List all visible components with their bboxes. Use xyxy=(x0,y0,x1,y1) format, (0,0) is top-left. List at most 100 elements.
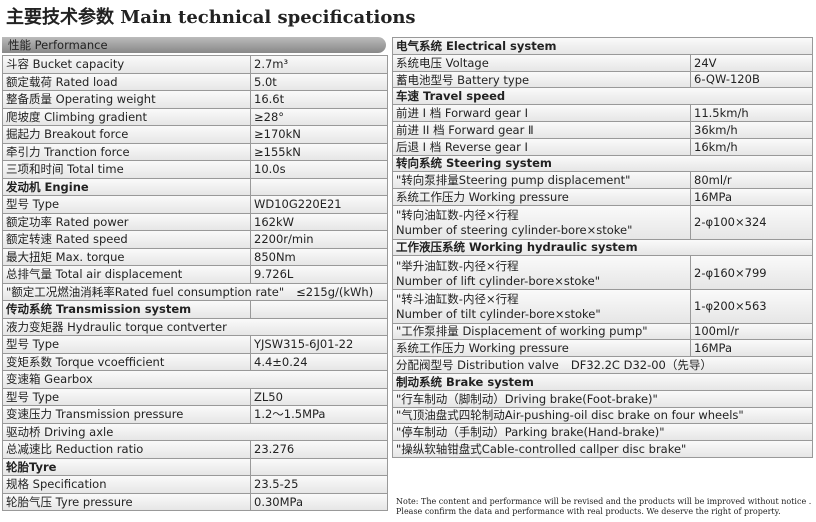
value-cell: 16MPa xyxy=(691,340,813,357)
label-cell: 型号 Type xyxy=(3,388,251,405)
table-row: "转向泵排量Steering pump displacement" 80ml/r xyxy=(393,172,813,190)
label-cell: 型号 Type xyxy=(3,196,251,213)
label-cell: 总排气量 Total air displacement xyxy=(3,266,251,283)
table-row: "转向油缸数-内径×行程 Number of steering cylinder-… xyxy=(393,205,813,240)
row-value: ≥28° xyxy=(254,109,285,124)
table-row: 三项和时间 Total time 10.0s xyxy=(3,161,388,179)
row-value: ZL50 xyxy=(254,389,283,404)
table-row: 前进 II 档 Forward gear Ⅱ 36km/h xyxy=(393,121,813,139)
label-cell: "转向油缸数-内径×行程 Number of steering cylinder-… xyxy=(393,205,691,239)
table-row: 牵引力 Tranction force ≥155kN xyxy=(3,143,388,161)
row-value: 16km/h xyxy=(694,139,738,154)
label-cell: 掘起力 Breakout force xyxy=(3,126,251,143)
row-value: 5.0t xyxy=(254,74,277,89)
full-cell: 分配阀型号 Distribution valve DF32.2C D32-00（先… xyxy=(393,357,813,373)
row-text: "操纵软轴钳盘式Cable-controlled callper disc br… xyxy=(396,442,687,457)
table-row: "行车制动（脚制动）Driving brake(Foot-brake)" xyxy=(393,390,813,408)
row-label: 轮胎气压 Tyre pressure xyxy=(6,494,133,509)
label-cell: 爬坡度 Climbing gradient xyxy=(3,108,251,125)
table-row: 型号 Type WD10G220E21 xyxy=(3,196,388,214)
table-row: 斗容 Bucket capacity 2.7m³ xyxy=(3,56,388,74)
row-label: Number of lift cylinder-bore×stoke" xyxy=(396,273,600,288)
value-cell: 16km/h xyxy=(691,138,813,155)
table-row: 系统电压 Voltage 24V xyxy=(393,54,813,72)
row-label: 整备质量 Operating weight xyxy=(6,92,156,107)
row-text: 变速箱 Gearbox xyxy=(6,372,93,387)
value-cell: ≥155kN xyxy=(251,143,388,160)
row-label: 系统工作压力 Working pressure xyxy=(396,341,569,356)
label-cell: "工作泵排量 Displacement of working pump" xyxy=(393,323,691,340)
table-row: 传动系统 Transmission system xyxy=(3,301,388,319)
row-text: "行车制动（脚制动）Driving brake(Foot-brake)" xyxy=(396,391,658,406)
value-cell: ≥28° xyxy=(251,108,388,125)
table-row: 后退 I 档 Reverse gear Ⅰ 16km/h xyxy=(393,138,813,156)
label-cell: 规格 Specification xyxy=(3,476,251,493)
value-cell: 162kW xyxy=(251,213,388,230)
section-heading: 转向系统 Steering system xyxy=(393,155,813,172)
label-cell: 前进 II 档 Forward gear Ⅱ xyxy=(393,121,691,138)
table-row: 发动机 Engine xyxy=(3,178,388,196)
table-row: "气顶油盘式四轮制动Air-pushing-oil disc brake on … xyxy=(393,407,813,425)
full-cell: "停车制动（手制动）Parking brake(Hand-brake)" xyxy=(393,424,813,441)
row-label: Number of steering cylinder-bore×stoke" xyxy=(396,223,633,238)
row-label: 前进 II 档 Forward gear Ⅱ xyxy=(396,122,534,137)
table-row: "停车制动（手制动）Parking brake(Hand-brake)" xyxy=(393,424,813,442)
full-cell: "额定工况燃油消耗率Rated fuel consumption rate" ≤2… xyxy=(3,283,388,300)
value-cell: 5.0t xyxy=(251,73,388,90)
row-label: "转向泵排量Steering pump displacement" xyxy=(396,173,631,188)
table-row: 掘起力 Breakout force ≥170kN xyxy=(3,126,388,144)
table-row: "举升油缸数-内径×行程 Number of lift cylinder-bore… xyxy=(393,256,813,290)
row-value: DF32.2C D32-00（先导） xyxy=(570,358,712,373)
row-label: 蓄电池型号 Battery type xyxy=(396,72,530,87)
full-cell: "行车制动（脚制动）Driving brake(Foot-brake)" xyxy=(393,390,813,407)
row-value: 162kW xyxy=(254,214,294,229)
table-row: 爬坡度 Climbing gradient ≥28° xyxy=(3,108,388,126)
row-value: 10.0s xyxy=(254,162,286,177)
value-cell: 36km/h xyxy=(691,121,813,138)
value-cell: 2-φ100×324 xyxy=(691,205,813,239)
table-row: 液力变矩器 Hydraulic torque contverter xyxy=(3,318,388,336)
section-heading: 发动机 Engine xyxy=(3,178,251,195)
row-text: "气顶油盘式四轮制动Air-pushing-oil disc brake on … xyxy=(396,408,744,423)
row-label: "工作泵排量 Displacement of working pump" xyxy=(396,324,648,339)
row-value: ≥170kN xyxy=(254,127,301,142)
empty-cell xyxy=(251,178,388,195)
label-cell: "举升油缸数-内径×行程 Number of lift cylinder-bore… xyxy=(393,256,691,289)
section-heading: 工作液压系统 Working hydraulic system xyxy=(393,239,813,256)
row-value: ≥155kN xyxy=(254,144,301,159)
table-row: 制动系统 Brake system xyxy=(393,373,813,391)
heading-text: 工作液压系统 Working hydraulic system xyxy=(396,240,638,255)
label-cell: 轮胎气压 Tyre pressure xyxy=(3,493,251,510)
section-heading: 轮胎Tyre xyxy=(3,458,251,475)
row-label: 额定载荷 Rated load xyxy=(6,74,118,89)
table-row: "额定工况燃油消耗率Rated fuel consumption rate" ≤2… xyxy=(3,283,388,301)
row-label: 后退 I 档 Reverse gear Ⅰ xyxy=(396,139,528,154)
row-text: 驱动桥 Driving axle xyxy=(6,424,114,439)
table-row: 变矩系数 Torque vcoefficient 4.4±0.24 xyxy=(3,353,388,371)
table-row: 额定转速 Rated speed 2200r/min xyxy=(3,231,388,249)
heading-text: 制动系统 Brake system xyxy=(396,374,534,389)
row-label: 分配阀型号 Distribution valve xyxy=(396,358,559,373)
table-row: 整备质量 Operating weight 16.6t xyxy=(3,91,388,109)
value-cell: WD10G220E21 xyxy=(251,196,388,213)
value-cell: 11.5km/h xyxy=(691,105,813,121)
section-heading: 电气系统 Electrical system xyxy=(393,38,813,54)
row-value: 2-φ160×799 xyxy=(694,265,767,280)
row-label: 斗容 Bucket capacity xyxy=(6,57,125,72)
value-cell: 100ml/r xyxy=(691,323,813,340)
note: Note: The content and performance will b… xyxy=(396,497,811,517)
row-label: "转斗油缸数-内径×行程 xyxy=(396,292,519,307)
note-line: Note: The content and performance will b… xyxy=(396,497,812,506)
table-row: "转斗油缸数-内径×行程 Number of tilt cylinder-bore… xyxy=(393,289,813,324)
table-row: 规格 Specification 23.5-25 xyxy=(3,476,388,494)
row-label: "举升油缸数-内径×行程 xyxy=(396,258,519,273)
heading-text: 轮胎Tyre xyxy=(6,459,57,474)
table-row: 工作液压系统 Working hydraulic system xyxy=(393,239,813,257)
label-cell: 蓄电池型号 Battery type xyxy=(393,71,691,88)
table-row: 轮胎气压 Tyre pressure 0.30MPa xyxy=(3,493,388,511)
value-cell: 0.30MPa xyxy=(251,493,388,510)
label-cell: 额定转速 Rated speed xyxy=(3,231,251,248)
row-value: WD10G220E21 xyxy=(254,197,342,212)
full-cell: 液力变矩器 Hydraulic torque contverter xyxy=(3,318,388,335)
